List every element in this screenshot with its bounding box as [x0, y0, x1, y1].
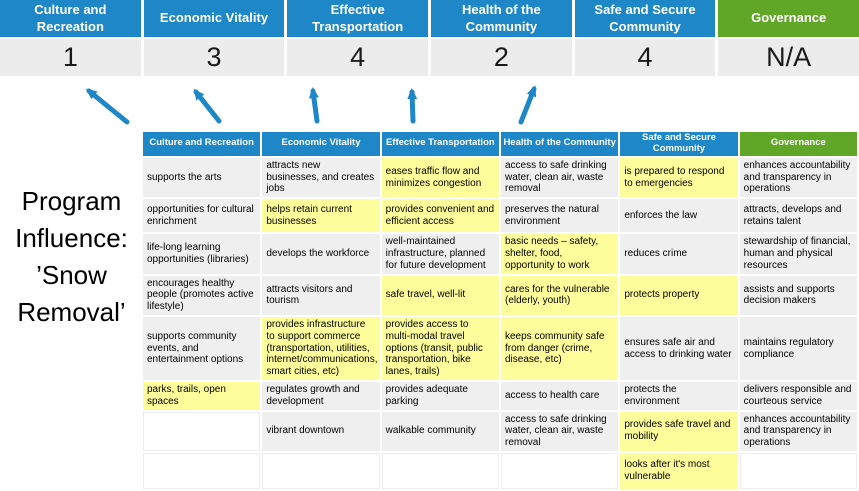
matrix-cell — [739, 452, 857, 489]
matrix-cell: ensures safe air and access to drinking … — [620, 317, 738, 380]
matrix-cell: keeps community safe from danger (crime,… — [500, 317, 619, 380]
up-arrow-icon — [193, 88, 222, 124]
matrix-cell: protects property — [620, 275, 738, 316]
summary-column-header: Economic Vitality — [143, 0, 285, 37]
matrix-body: supports the arts attracts new businesses… — [143, 157, 857, 489]
matrix-cell: provides infrastructure to support comme… — [262, 317, 380, 380]
matrix-cell: vibrant downtown — [262, 411, 380, 451]
summary-column-header: Safe and Secure Community — [574, 0, 716, 37]
matrix-row: parks, trails, open spaces regulates grow… — [143, 382, 857, 410]
matrix-row: opportunities for cultural enrichment hel… — [143, 199, 857, 233]
up-arrow-icon — [308, 87, 320, 124]
matrix-table: Culture and Recreation Economic Vitality E… — [141, 130, 859, 491]
matrix-cell: attracts visitors and tourism — [262, 275, 380, 316]
matrix-cell: attracts, develops and retains talent — [739, 199, 857, 233]
summary-score: 4 — [574, 39, 716, 76]
matrix-column-header: Culture and Recreation — [143, 132, 261, 156]
matrix-cell: enhances accountability and transparency… — [739, 157, 857, 198]
matrix-cell — [143, 452, 261, 489]
summary-score: N/A — [718, 39, 859, 76]
up-arrow-icon — [518, 85, 537, 125]
matrix-cell — [143, 411, 261, 451]
matrix-cell: parks, trails, open spaces — [143, 382, 261, 410]
matrix-cell: protects the environment — [620, 382, 738, 410]
matrix-cell: walkable community — [381, 411, 499, 451]
matrix-cell: provides access to multi-modal travel op… — [381, 317, 499, 380]
matrix-cell — [262, 452, 380, 489]
matrix-cell: supports the arts — [143, 157, 261, 198]
matrix-row: life-long learning opportunities (librar… — [143, 234, 857, 274]
matrix-cell: delivers responsible and courteous servi… — [739, 382, 857, 410]
matrix-cell — [500, 452, 619, 489]
summary-score: 3 — [143, 39, 285, 76]
matrix-cell: provides convenient and efficient access — [381, 199, 499, 233]
matrix-cell: maintains regulatory compliance — [739, 317, 857, 380]
up-arrow-icon — [407, 88, 418, 124]
matrix-cell: safe travel, well-lit — [381, 275, 499, 316]
matrix-column-header: Safe and Secure Community — [620, 132, 738, 156]
matrix-cell — [381, 452, 499, 489]
summary-column-header: Governance — [718, 0, 859, 37]
matrix-column-header: Governance — [739, 132, 857, 156]
matrix-row: supports the arts attracts new businesses… — [143, 157, 857, 198]
matrix-cell: regulates growth and development — [262, 382, 380, 410]
matrix-cell: looks after it's most vulnerable — [620, 452, 738, 489]
matrix-cell: provides adequate parking — [381, 382, 499, 410]
matrix-cell: assists and supports decision makers — [739, 275, 857, 316]
priority-summary-strip: Culture and Recreation Economic Vitality E… — [0, 0, 859, 76]
matrix-cell: access to safe drinking water, clean air… — [500, 411, 619, 451]
priority-detail-matrix: Culture and Recreation Economic Vitality E… — [141, 130, 859, 491]
matrix-cell: provides safe travel and mobility — [620, 411, 738, 451]
summary-column-header: Health of the Community — [431, 0, 572, 37]
matrix-column-header: Economic Vitality — [262, 132, 380, 156]
summary-score: 1 — [0, 39, 141, 76]
up-arrow-icon — [85, 88, 130, 125]
matrix-header-row: Culture and Recreation Economic Vitality E… — [143, 132, 857, 156]
matrix-cell: encourages healthy people (promotes acti… — [143, 275, 261, 316]
matrix-column-header: Effective Transportation — [381, 132, 499, 156]
matrix-cell: reduces crime — [620, 234, 738, 274]
matrix-cell: access to safe drinking water, clean air… — [500, 157, 619, 198]
matrix-cell: access to health care — [500, 382, 619, 410]
matrix-cell: cares for the vulnerable (elderly, youth… — [500, 275, 619, 316]
summary-column-header: Culture and Recreation — [0, 0, 141, 37]
matrix-row: supports community events, and entertain… — [143, 317, 857, 380]
matrix-row: encourages healthy people (promotes acti… — [143, 275, 857, 316]
program-influence-label: Program Influence: ’Snow Removal’ — [15, 186, 128, 327]
matrix-cell: stewardship of financial, human and phys… — [739, 234, 857, 274]
influence-arrows — [85, 85, 537, 125]
matrix-cell: basic needs – safety, shelter, food, opp… — [500, 234, 619, 274]
matrix-cell: opportunities for cultural enrichment — [143, 199, 261, 233]
matrix-cell: helps retain current businesses — [262, 199, 380, 233]
matrix-cell: life-long learning opportunities (librar… — [143, 234, 261, 274]
matrix-cell: attracts new businesses, and creates job… — [262, 157, 380, 198]
matrix-row: vibrant downtown walkable community access… — [143, 411, 857, 451]
summary-score: 4 — [287, 39, 428, 76]
matrix-cell: well-maintained infrastructure, planned … — [381, 234, 499, 274]
summary-score: 2 — [431, 39, 572, 76]
matrix-cell: is prepared to respond to emergencies — [620, 157, 738, 198]
matrix-cell: supports community events, and entertain… — [143, 317, 261, 380]
matrix-column-header: Health of the Community — [500, 132, 619, 156]
matrix-row: looks after it's most vulnerable — [143, 452, 857, 489]
matrix-cell: develops the workforce — [262, 234, 380, 274]
matrix-cell: enforces the law — [620, 199, 738, 233]
matrix-cell: preserves the natural environment — [500, 199, 619, 233]
summary-column-header: Effective Transportation — [287, 0, 428, 37]
matrix-cell: enhances accountability and transparency… — [739, 411, 857, 451]
matrix-cell: eases traffic flow and minimizes congest… — [381, 157, 499, 198]
